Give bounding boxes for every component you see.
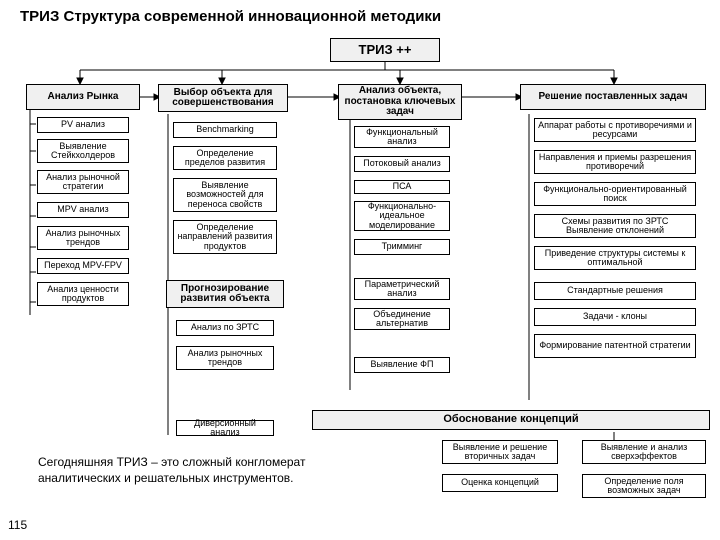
c1-header: Анализ Рынка — [26, 84, 140, 110]
c1-item: Переход MPV-FPV — [37, 258, 129, 274]
c3-item: Потоковый анализ — [354, 156, 450, 172]
c1-item: Выявление Стейкхолдеров — [37, 139, 129, 163]
c4-item: Приведение структуры системы к оптимальн… — [534, 246, 696, 270]
c4-item: Аппарат работы с противоречиями и ресурс… — [534, 118, 696, 142]
concept-box: Определение поля возможных задач — [582, 474, 706, 498]
c1-item: Анализ рыночной стратегии — [37, 170, 129, 194]
c1-item: Анализ ценности продуктов — [37, 282, 129, 306]
c3-item: Объединение альтернатив — [354, 308, 450, 330]
c4-header: Решение поставленных задач — [520, 84, 706, 110]
c2-item: Определение направлений развития продукт… — [173, 220, 277, 254]
c3-item: Функциональный анализ — [354, 126, 450, 148]
c3-item: Тримминг — [354, 239, 450, 255]
c1-item: Анализ рыночных трендов — [37, 226, 129, 250]
concept-box: Оценка концепций — [442, 474, 558, 492]
c2-item: Прогнозирование развития объекта — [166, 280, 284, 308]
c1-item: PV анализ — [37, 117, 129, 133]
root-box: ТРИЗ ++ — [330, 38, 440, 62]
c3-item: Выявление ФП — [354, 357, 450, 373]
c4-item: Функционально-ориентированный поиск — [534, 182, 696, 206]
concept-box: Выявление и решение вторичных задач — [442, 440, 558, 464]
concept-box: Выявление и анализ сверхэффектов — [582, 440, 706, 464]
concept-header: Обоснование концепций — [312, 410, 710, 430]
c2-item: Определение пределов развития — [173, 146, 277, 170]
c2-item: Анализ по ЗРТС — [176, 320, 274, 336]
c2-item: Benchmarking — [173, 122, 277, 138]
c2-item: Диверсионный анализ — [176, 420, 274, 436]
summary-text: Сегодняшняя ТРИЗ – это сложный конгломер… — [38, 455, 358, 486]
c3-item: ПСА — [354, 180, 450, 194]
c4-item: Стандартные решения — [534, 282, 696, 300]
page-number: 115 — [8, 518, 27, 532]
c4-item: Задачи - клоны — [534, 308, 696, 326]
c3-item: Функционально-идеальное моделирование — [354, 201, 450, 231]
c2-item: Выявление возможностей для переноса свой… — [173, 178, 277, 212]
c2-header: Выбор объекта для совершенствования — [158, 84, 288, 112]
page-title: ТРИЗ Структура современной инновационной… — [20, 8, 441, 25]
c3-item: Параметрический анализ — [354, 278, 450, 300]
c4-item: Схемы развития по ЗРТС Выявление отклоне… — [534, 214, 696, 238]
c4-item: Направления и приемы разрешения противор… — [534, 150, 696, 174]
c4-item: Формирование патентной стратегии — [534, 334, 696, 358]
c1-item: MPV анализ — [37, 202, 129, 218]
c2-item: Анализ рыночных трендов — [176, 346, 274, 370]
c3-header: Анализ объекта, постановка ключевых зада… — [338, 84, 462, 120]
